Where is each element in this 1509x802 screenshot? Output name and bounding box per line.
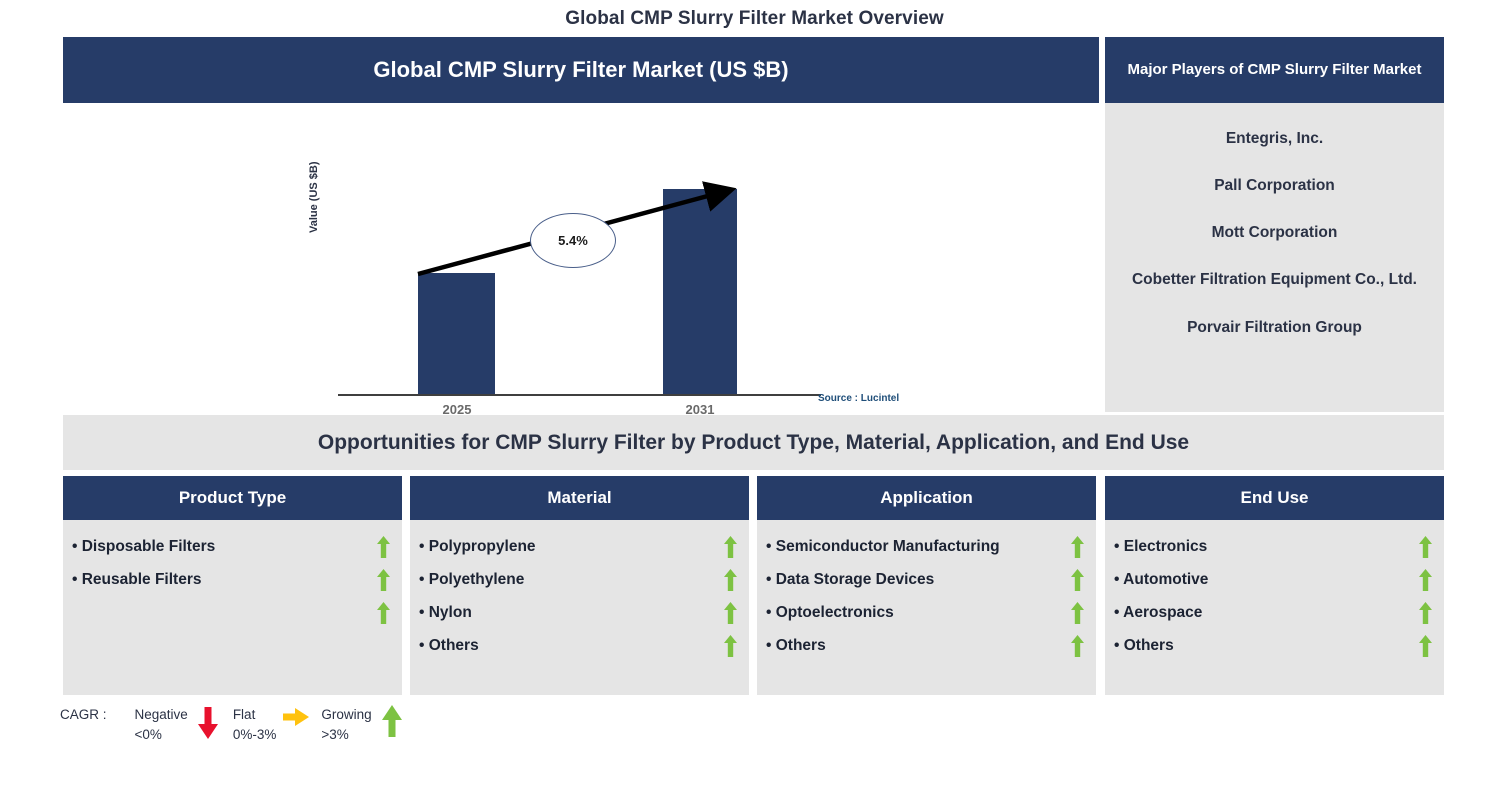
- list-item: • Nylon: [410, 596, 749, 629]
- list-item: • Others: [757, 629, 1096, 662]
- legend-label: Flat: [232, 707, 256, 722]
- category-header: Product Type: [63, 476, 402, 520]
- category-item-label: • Others: [419, 636, 479, 654]
- page-title: Global CMP Slurry Filter Market Overview: [565, 8, 944, 29]
- category-column-product-type: Product Type • Disposable Filters • Reus…: [63, 476, 402, 695]
- category-item-label: • Others: [1114, 636, 1174, 654]
- x-tick-2031: 2031: [685, 402, 715, 417]
- legend-item-text: Negative <0%: [135, 705, 188, 744]
- arrow-up-icon: [724, 568, 737, 591]
- list-item: Mott Corporation: [1211, 224, 1338, 242]
- category-header: Material: [410, 476, 749, 520]
- category-column-material: Material • Polypropylene • Polyethylene …: [410, 476, 749, 695]
- list-item: Entegris, Inc.: [1225, 130, 1324, 147]
- arrow-up-icon: [377, 535, 390, 558]
- bar-2025: [418, 273, 495, 394]
- chart-y-axis-label: Value (US $B): [308, 161, 320, 233]
- cagr-callout: 5.4%: [530, 213, 616, 268]
- legend-item-growing: Growing >3%: [321, 705, 404, 744]
- legend-item-text: Flat 0%-3%: [233, 705, 277, 744]
- list-item: • Disposable Filters: [63, 530, 402, 563]
- category-item-label: • Others: [766, 636, 826, 654]
- chart-x-axis: [338, 394, 821, 396]
- list-item: Porvair Filtration Group: [1187, 318, 1362, 336]
- opportunities-banner: Opportunities for CMP Slurry Filter by P…: [63, 415, 1444, 470]
- arrow-down-icon: [197, 707, 218, 739]
- arrow-up-icon: [377, 601, 390, 624]
- arrow-up-icon: [1419, 634, 1432, 657]
- arrow-up-icon: [381, 705, 402, 737]
- legend-range: <0%: [134, 726, 162, 742]
- category-item-list: • Electronics • Automotive • Aerospace •…: [1105, 520, 1444, 662]
- arrow-up-icon: [1419, 601, 1432, 624]
- legend-range: >3%: [321, 726, 349, 742]
- category-item-label: • Semiconductor Manufacturing: [766, 537, 1000, 555]
- arrow-up-icon: [1071, 601, 1084, 624]
- arrow-up-icon: [1419, 535, 1432, 558]
- legend-item-flat: Flat 0%-3%: [233, 705, 310, 744]
- category-column-end-use: End Use • Electronics • Automotive • Aer…: [1105, 476, 1444, 695]
- category-item-label: • Data Storage Devices: [766, 570, 935, 588]
- arrow-right-icon: [283, 708, 310, 726]
- list-item: • Others: [410, 629, 749, 662]
- arrow-up-icon: [724, 601, 737, 624]
- arrow-up-icon: [1071, 634, 1084, 657]
- category-item-label: • Polypropylene: [419, 537, 536, 555]
- arrow-up-icon: [724, 535, 737, 558]
- list-item: • Others: [1105, 629, 1444, 662]
- list-item: Pall Corporation: [1214, 177, 1335, 195]
- category-item-label: • Automotive: [1114, 570, 1209, 588]
- list-item: • Automotive: [1105, 563, 1444, 596]
- list-item: Cobetter Filtration Equipment Co., Ltd.: [1131, 271, 1417, 289]
- arrow-up-icon: [1071, 535, 1084, 558]
- major-players-list: Entegris, Inc. Pall Corporation Mott Cor…: [1105, 103, 1444, 412]
- arrow-up-icon: [1419, 568, 1432, 591]
- list-item: • Reusable Filters: [63, 563, 402, 596]
- x-tick-2025: 2025: [442, 402, 472, 417]
- legend-range: 0%-3%: [232, 726, 277, 742]
- category-item-list: • Polypropylene • Polyethylene • Nylon •…: [410, 520, 749, 662]
- list-item: • Electronics: [1105, 530, 1444, 563]
- category-item-label: • Aerospace: [1114, 603, 1203, 621]
- list-item: • Polypropylene: [410, 530, 749, 563]
- category-item-label: • Nylon: [419, 603, 472, 621]
- list-item: • Polyethylene: [410, 563, 749, 596]
- chart-panel-header: Global CMP Slurry Filter Market (US $B): [63, 37, 1099, 103]
- category-header: End Use: [1105, 476, 1444, 520]
- bar-2031: [663, 189, 737, 394]
- category-header: Application: [757, 476, 1096, 520]
- list-item: • Data Storage Devices: [757, 563, 1096, 596]
- category-item-list: • Disposable Filters • Reusable Filters: [63, 520, 402, 629]
- category-column-application: Application • Semiconductor Manufacturin…: [757, 476, 1096, 695]
- legend-item-text: Growing >3%: [321, 705, 371, 744]
- market-chart-panel: Global CMP Slurry Filter Market (US $B) …: [63, 37, 1099, 417]
- list-item: • Aerospace: [1105, 596, 1444, 629]
- category-item-label: • Reusable Filters: [72, 570, 202, 588]
- major-players-header: Major Players of CMP Slurry Filter Marke…: [1105, 37, 1444, 103]
- list-item: [63, 596, 402, 629]
- arrow-up-icon: [377, 568, 390, 591]
- arrow-up-icon: [724, 634, 737, 657]
- major-players-panel: Major Players of CMP Slurry Filter Marke…: [1105, 37, 1444, 412]
- cagr-legend-title: CAGR :: [60, 707, 107, 722]
- category-item-label: • Electronics: [1114, 537, 1208, 555]
- chart-plot-area: Value (US $B) 5.4% 2025 2031: [63, 103, 1099, 417]
- legend-item-negative: Negative <0%: [135, 705, 221, 744]
- category-item-label: • Disposable Filters: [72, 537, 216, 555]
- arrow-up-icon: [1071, 568, 1084, 591]
- category-item-label: • Polyethylene: [419, 570, 525, 588]
- list-item: • Optoelectronics: [757, 596, 1096, 629]
- cagr-legend: CAGR : Negative <0% Flat 0%-3% Growing >…: [60, 705, 417, 744]
- legend-label: Negative: [134, 707, 188, 722]
- category-item-label: • Optoelectronics: [766, 603, 894, 621]
- category-item-list: • Semiconductor Manufacturing • Data Sto…: [757, 520, 1096, 662]
- legend-label: Growing: [321, 707, 372, 722]
- list-item: • Semiconductor Manufacturing: [757, 530, 1096, 563]
- chart-source-note: Source : Lucintel: [818, 393, 900, 404]
